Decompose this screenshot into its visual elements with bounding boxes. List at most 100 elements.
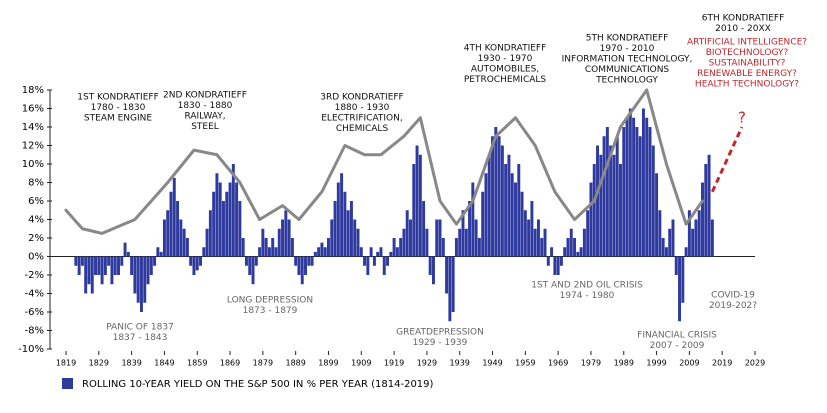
x-tick-label: 1899	[318, 359, 338, 368]
bar	[139, 256, 143, 312]
x-tick-label: 1939	[450, 359, 470, 368]
y-tick-label: 4%	[28, 215, 44, 226]
bar	[491, 136, 495, 257]
bar	[707, 154, 711, 257]
bar	[166, 210, 170, 257]
bar	[287, 219, 291, 257]
annotation: GREATDEPRESSION	[396, 328, 484, 338]
x-tick-label: 1869	[220, 359, 240, 368]
annotation: 1873 - 1879	[243, 306, 298, 316]
bar	[307, 256, 311, 266]
bar	[300, 256, 304, 285]
bar	[162, 219, 166, 257]
bar	[431, 256, 435, 285]
bar	[422, 201, 426, 257]
bar	[471, 182, 475, 257]
bar	[497, 136, 501, 257]
bar	[664, 247, 668, 257]
annotation: RAILWAY,	[184, 112, 225, 122]
bar	[366, 256, 370, 275]
bar	[589, 182, 593, 257]
annotation: CHEMICALS	[336, 124, 389, 134]
y-tick-label: 8%	[28, 178, 44, 189]
bar	[346, 210, 350, 257]
bar	[330, 219, 334, 257]
bar	[103, 256, 107, 275]
bar	[386, 256, 390, 266]
bar	[392, 238, 396, 257]
bar	[304, 256, 307, 275]
x-tick-label: 1969	[548, 359, 568, 368]
bar	[169, 191, 173, 257]
bar	[635, 127, 639, 257]
bar	[550, 247, 554, 257]
bar	[117, 256, 120, 275]
bar	[199, 256, 202, 266]
bar	[238, 201, 242, 257]
bar	[389, 251, 393, 257]
bar	[372, 256, 376, 266]
bar	[251, 256, 255, 285]
bar	[356, 228, 360, 257]
bar	[297, 256, 301, 275]
bar	[149, 256, 153, 275]
bar	[517, 164, 521, 257]
bar	[628, 108, 632, 257]
bar	[412, 164, 416, 257]
bar	[402, 228, 406, 257]
annotation: 2019-202?	[709, 301, 757, 311]
bar	[533, 228, 537, 257]
bar	[468, 201, 472, 257]
bar	[527, 219, 531, 257]
x-tick-label: 1999	[646, 359, 666, 368]
y-tick-label: 2%	[28, 233, 44, 244]
bar	[553, 256, 557, 275]
legend-label: ROLLING 10-YEAR YIELD ON THE S&P 500 IN …	[82, 379, 434, 390]
projection-line	[710, 126, 744, 193]
x-tick-label: 1989	[614, 359, 634, 368]
bar	[697, 210, 701, 257]
bar	[701, 182, 704, 257]
annotation: PETROCHEMICALS	[464, 75, 547, 85]
bar	[284, 210, 288, 257]
bar	[281, 219, 285, 257]
bar	[435, 219, 439, 257]
bar	[146, 256, 150, 285]
cycle-curve	[64, 88, 705, 235]
annotation: 2007 - 2009	[650, 341, 705, 351]
annotation: 1837 - 1843	[113, 333, 168, 343]
bar	[77, 256, 81, 275]
annotation: BIOTECHNOLOGY?	[706, 48, 789, 58]
bar	[451, 256, 455, 312]
bar	[668, 228, 672, 257]
bar	[228, 182, 232, 257]
bar	[294, 256, 298, 266]
annotation: COMMUNICATIONS	[585, 65, 670, 75]
bar	[441, 238, 445, 257]
bar	[271, 238, 275, 257]
bar	[461, 210, 465, 257]
bar	[661, 238, 665, 257]
annotation: 5TH KONDRATIEFF	[586, 34, 669, 44]
bar	[504, 164, 508, 257]
bar	[573, 238, 577, 257]
y-tick-label: -10%	[18, 344, 44, 355]
bar	[258, 247, 262, 257]
x-tick-label: 1949	[482, 359, 502, 368]
bar	[622, 127, 626, 257]
bar	[510, 173, 514, 257]
bar	[612, 154, 616, 257]
bar	[474, 219, 478, 257]
bar	[87, 256, 91, 285]
bar	[645, 117, 649, 257]
bar	[208, 210, 212, 257]
annotation: 1974 - 1980	[560, 291, 615, 301]
y-tick-label: -8%	[25, 326, 44, 337]
annotation: 1970 - 2010	[600, 44, 655, 54]
bar	[231, 164, 235, 257]
annotation: COVID-19	[711, 291, 755, 301]
bar	[136, 256, 140, 303]
annotation: SUSTAINABILITY?	[709, 59, 786, 69]
bar	[290, 238, 294, 257]
bar	[678, 256, 682, 322]
